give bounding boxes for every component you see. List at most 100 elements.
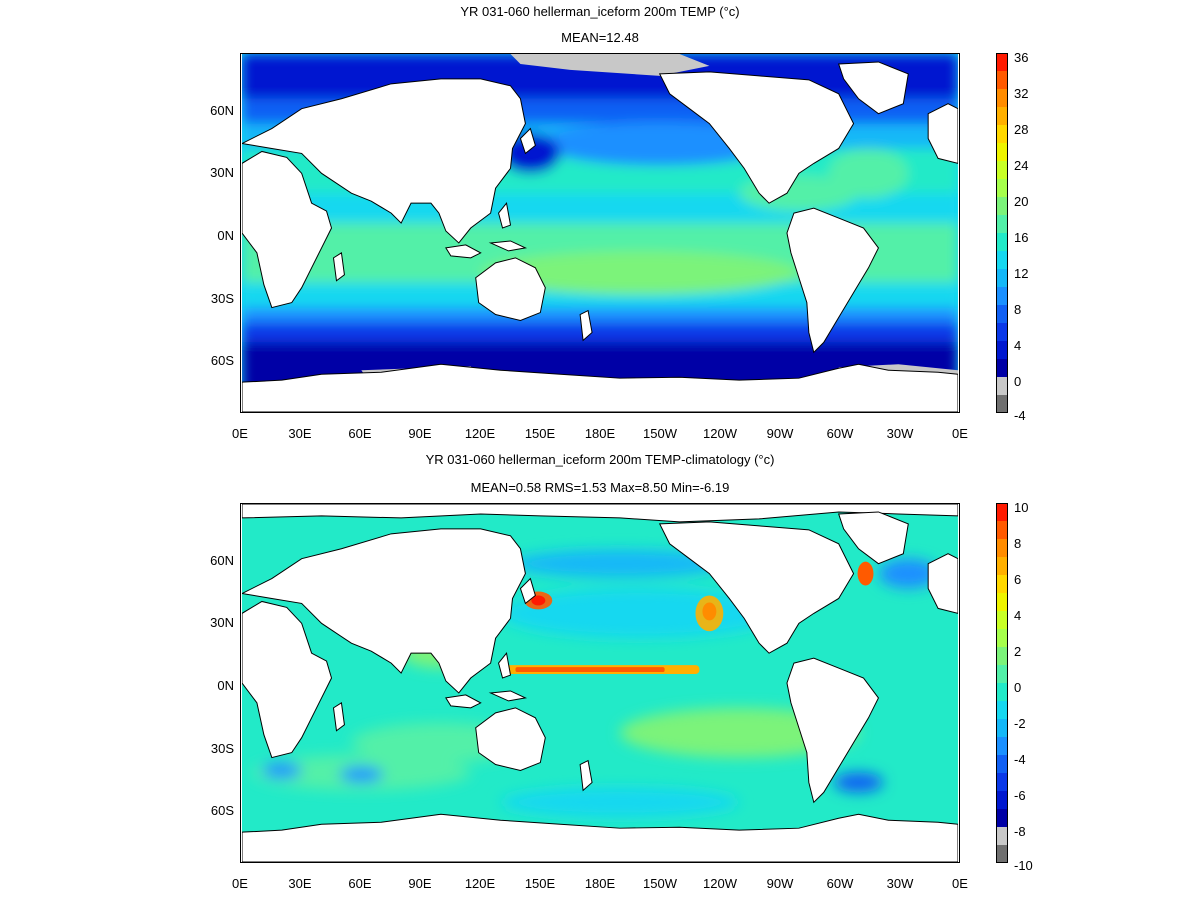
panel2-y-tick: 60S (210, 803, 234, 818)
panel1-colorbar-swatch (996, 53, 1008, 71)
panel2-stats: MEAN=0.58 RMS=1.53 Max=8.50 Min=-6.19 (470, 480, 730, 495)
panel1-colorbar-swatch (996, 269, 1008, 287)
panel2-colorbar-swatch (996, 701, 1008, 719)
panel2-x-tick: 30W (886, 876, 914, 891)
panel2-map (240, 503, 960, 863)
panel1-colorbar-label: 8 (1014, 302, 1022, 317)
panel1-map-svg (242, 54, 958, 412)
panel2-colorbar-label: -10 (1014, 858, 1033, 873)
panel1-x-tick: 0E (952, 426, 968, 441)
panel2-colorbar-label: -4 (1014, 752, 1026, 767)
panel1-colorbar-swatch (996, 359, 1008, 377)
panel2-colorbar-swatch (996, 719, 1008, 737)
panel1-y-tick: 60N (210, 103, 234, 118)
panel2-colorbar-swatch (996, 665, 1008, 683)
panel1-colorbar-swatch (996, 377, 1008, 395)
panel2-colorbar-swatch (996, 611, 1008, 629)
panel1-title: YR 031-060 hellerman_iceform 200m TEMP (… (460, 4, 740, 19)
panel2-x-tick: 180E (584, 876, 616, 891)
panel2-colorbar-label: 0 (1014, 680, 1022, 695)
panel2-colorbar-swatch (996, 557, 1008, 575)
panel1-colorbar-label: 4 (1014, 338, 1022, 353)
panel1-x-tick: 120E (464, 426, 496, 441)
panel2-colorbar-label: 10 (1014, 500, 1029, 515)
panel2-colorbar-swatch (996, 773, 1008, 791)
panel2-colorbar-swatch (996, 827, 1008, 845)
panel1-colorbar-swatch (996, 215, 1008, 233)
panel2-colorbar-swatch (996, 521, 1008, 539)
panel2-colorbar-swatch (996, 845, 1008, 863)
panel2-x-tick: 60W (826, 876, 854, 891)
panel1-colorbar-label: 28 (1014, 122, 1029, 137)
panel1-colorbar-swatch (996, 341, 1008, 359)
panel2-x-tick: 60E (348, 876, 372, 891)
panel1-colorbar-swatch (996, 287, 1008, 305)
panel2-x-tick: 0E (952, 876, 968, 891)
panel1-colorbar-label: 0 (1014, 374, 1022, 389)
panel1-x-tick: 120W (703, 426, 737, 441)
panel2-colorbar-swatch (996, 503, 1008, 521)
panel2-colorbar-swatch (996, 539, 1008, 557)
panel2-colorbar-swatch (996, 791, 1008, 809)
panel1-colorbar-label: 24 (1014, 158, 1029, 173)
panel2-x-tick: 150E (524, 876, 556, 891)
panel2-colorbar-label: 6 (1014, 572, 1022, 587)
panel1-colorbar-label: 32 (1014, 86, 1029, 101)
panel2-y-tick: 30N (210, 615, 234, 630)
panel2-colorbar-label: 2 (1014, 644, 1022, 659)
panel1-colorbar-swatch (996, 125, 1008, 143)
panel1-y-tick: 0N (217, 228, 234, 243)
panel2-x-tick: 30E (288, 876, 312, 891)
panel1-colorbar-label: 12 (1014, 266, 1029, 281)
panel1-colorbar-swatch (996, 305, 1008, 323)
panel2-map-svg (242, 504, 958, 862)
panel2-colorbar-swatch (996, 647, 1008, 665)
panel1-x-tick: 30W (886, 426, 914, 441)
panel1-x-tick: 60E (348, 426, 372, 441)
panel1-colorbar-label: 16 (1014, 230, 1029, 245)
panel1-x-tick: 30E (288, 426, 312, 441)
panel1-x-tick: 150E (524, 426, 556, 441)
panel2-x-tick: 90W (766, 876, 794, 891)
panel1-x-tick: 180E (584, 426, 616, 441)
panel2-colorbar-swatch (996, 809, 1008, 827)
panel1-colorbar-label: 36 (1014, 50, 1029, 65)
panel2-x-tick: 120E (464, 876, 496, 891)
panel2-colorbar-swatch (996, 737, 1008, 755)
panel1-colorbar-frame (996, 53, 1008, 413)
panel1-x-tick: 0E (232, 426, 248, 441)
panel2-colorbar-swatch (996, 575, 1008, 593)
panel2-title: YR 031-060 hellerman_iceform 200m TEMP-c… (425, 452, 775, 467)
panel1-x-tick: 60W (826, 426, 854, 441)
panel1-x-tick: 90E (408, 426, 432, 441)
panel1-colorbar-swatch (996, 197, 1008, 215)
panel2-y-tick: 60N (210, 553, 234, 568)
panel2-x-tick: 120W (703, 876, 737, 891)
panel2-colorbar-swatch (996, 629, 1008, 647)
panel1-colorbar-label: 20 (1014, 194, 1029, 209)
panel1-colorbar-swatch (996, 161, 1008, 179)
panel2-y-tick: 0N (217, 678, 234, 693)
panel1-colorbar-swatch (996, 143, 1008, 161)
panel2-colorbar-swatch (996, 593, 1008, 611)
panel1-x-tick: 150W (643, 426, 677, 441)
panel1-y-tick: 30S (210, 291, 234, 306)
panel1-colorbar-swatch (996, 233, 1008, 251)
panel1-y-tick: 30N (210, 165, 234, 180)
panel2-colorbar-label: -6 (1014, 788, 1026, 803)
panel1-colorbar-label: -4 (1014, 408, 1026, 423)
panel1-colorbar-swatch (996, 395, 1008, 413)
panel1-colorbar-swatch (996, 89, 1008, 107)
panel2-colorbar-label: -2 (1014, 716, 1026, 731)
panel1-colorbar-swatch (996, 179, 1008, 197)
panel2-colorbar-label: -8 (1014, 824, 1026, 839)
panel2-y-tick: 30S (210, 741, 234, 756)
panel2-x-tick: 90E (408, 876, 432, 891)
panel1-colorbar-swatch (996, 71, 1008, 89)
panel1-x-tick: 90W (766, 426, 794, 441)
panel1-colorbar-swatch (996, 323, 1008, 341)
panel2-colorbar-swatch (996, 683, 1008, 701)
panel2-colorbar-swatch (996, 755, 1008, 773)
panel2-colorbar-frame (996, 503, 1008, 863)
panel2-x-tick: 150W (643, 876, 677, 891)
